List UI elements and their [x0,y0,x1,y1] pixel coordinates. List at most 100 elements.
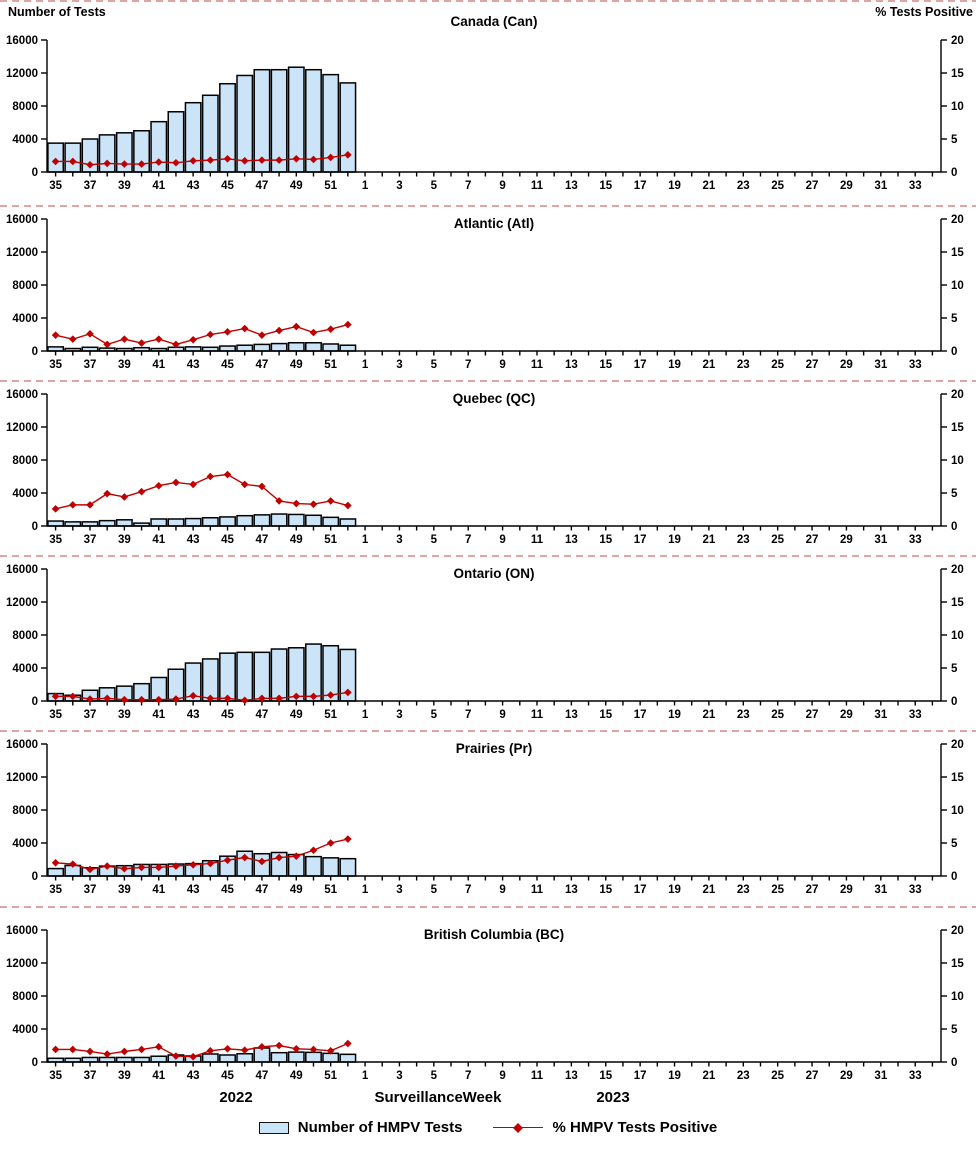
left-tick-label: 4000 [12,134,38,146]
pct-marker-week-36 [68,1045,77,1054]
x-tick-label-week-29: 29 [840,1070,853,1082]
x-tick-label-week-23: 23 [737,359,750,371]
left-tick-label: 8000 [12,991,38,1003]
bar-week-35 [47,520,65,527]
left-tick-label: 16000 [6,214,38,226]
x-tick-label-week-27: 27 [806,534,819,546]
x-tick-label-week-29: 29 [840,884,853,896]
right-tick-label: 5 [951,313,958,325]
x-tick-label-week-33: 33 [909,180,922,192]
x-tick-label-week-15: 15 [599,180,612,192]
x-tick-label-week-43: 43 [187,1070,200,1082]
bar-week-50 [305,1051,322,1063]
bar-week-45 [219,345,236,352]
x-tick-label-week-29: 29 [840,180,853,192]
right-tick-label: 10 [951,455,964,467]
pct-marker-week-41 [154,335,163,343]
x-tick-label-week-27: 27 [806,884,819,896]
left-tick-label: 4000 [12,663,38,675]
x-tick-label-week-25: 25 [771,884,784,896]
x-tick-label-week-29: 29 [840,359,853,371]
right-tick-label: 0 [951,871,957,883]
x-tick-label-week-39: 39 [118,534,131,546]
x-tick-label-week-7: 7 [465,884,471,896]
pct-marker-week-48 [275,694,283,703]
bar-week-36 [64,142,82,173]
pct-marker-week-51 [326,325,335,334]
panel-title: Quebec (QC) [453,391,536,406]
pct-marker-week-36 [68,692,77,701]
pct-marker-week-40 [137,1045,146,1054]
x-tick-label-week-21: 21 [703,534,716,546]
x-tick-label-week-11: 11 [531,884,544,896]
pct-marker-week-49 [292,499,301,508]
x-tick-label-week-11: 11 [531,359,544,371]
pct-marker-week-40 [137,487,146,496]
bar-week-45 [219,1054,236,1063]
x-tick-label-week-1: 1 [362,709,369,721]
bar-week-51 [322,343,340,352]
left-tick-label: 12000 [6,247,38,259]
bar-week-50 [305,855,322,877]
x-tick-label-week-9: 9 [499,1070,505,1082]
pct-marker-week-38 [103,340,111,349]
left-tick-label: 12000 [6,597,38,609]
left-tick-label: 16000 [6,35,38,47]
x-tick-label-week-25: 25 [771,359,784,371]
pct-marker-week-43 [189,860,197,869]
x-tick-label-week-19: 19 [668,359,681,371]
x-tick-label-week-41: 41 [152,709,165,721]
x-tick-label-week-27: 27 [806,359,819,371]
x-tick-label-week-3: 3 [396,359,402,371]
x-tick-label-week-43: 43 [187,884,200,896]
pct-marker-week-35 [51,505,60,513]
right-tick-label: 5 [951,838,958,850]
pct-positive-line [55,323,349,346]
pct-marker-week-50 [309,155,318,164]
pct-marker-week-51 [326,153,335,162]
x-tick-label-week-43: 43 [187,359,200,371]
pct-marker-week-39 [120,335,129,343]
right-tick-label: 0 [951,521,957,533]
x-tick-label-week-31: 31 [874,1070,887,1082]
bar-week-38 [98,519,116,527]
left-tick-label: 0 [32,346,38,358]
right-tick-label: 10 [951,805,964,817]
x-tick-label-week-23: 23 [737,709,750,721]
bar-week-51 [322,857,340,877]
pct-marker-week-52 [344,835,352,843]
left-tick-label: 16000 [6,389,38,401]
pct-marker-week-44 [206,472,215,481]
pct-marker-week-46 [240,324,249,333]
x-tick-label-week-39: 39 [118,359,131,371]
bar-week-45 [219,516,236,527]
x-tick-label-week-3: 3 [396,709,402,721]
pct-marker-week-44 [206,694,215,703]
x-tick-label-week-41: 41 [152,180,165,192]
x-tick-label-week-45: 45 [221,884,234,896]
x-tick-label-week-25: 25 [771,534,784,546]
pct-marker-week-43 [189,156,197,165]
left-tick-label: 4000 [12,488,38,500]
bar-week-51 [322,1052,340,1063]
bar-week-49 [287,1051,305,1063]
left-tick-label: 4000 [12,838,38,850]
pct-marker-week-39 [120,160,129,168]
pct-marker-week-52 [344,688,352,697]
x-tick-label-week-37: 37 [84,180,97,192]
x-tick-label-week-35: 35 [49,534,62,546]
bar-week-44 [201,517,219,527]
x-tick-label-week-3: 3 [396,534,402,546]
pct-marker-week-40 [137,695,146,704]
pct-marker-week-44 [206,1046,215,1055]
x-tick-label-week-5: 5 [431,359,438,371]
x-tick-label-week-45: 45 [221,534,234,546]
x-tick-label-week-23: 23 [737,1070,750,1082]
x-tick-label-week-43: 43 [187,709,200,721]
x-tick-label-week-21: 21 [703,359,716,371]
pct-marker-week-41 [154,695,163,704]
left-tick-label: 12000 [6,958,38,970]
x-tick-label-week-7: 7 [465,180,471,192]
x-tick-label-week-35: 35 [49,1070,62,1082]
x-tick-label-week-17: 17 [634,884,647,896]
